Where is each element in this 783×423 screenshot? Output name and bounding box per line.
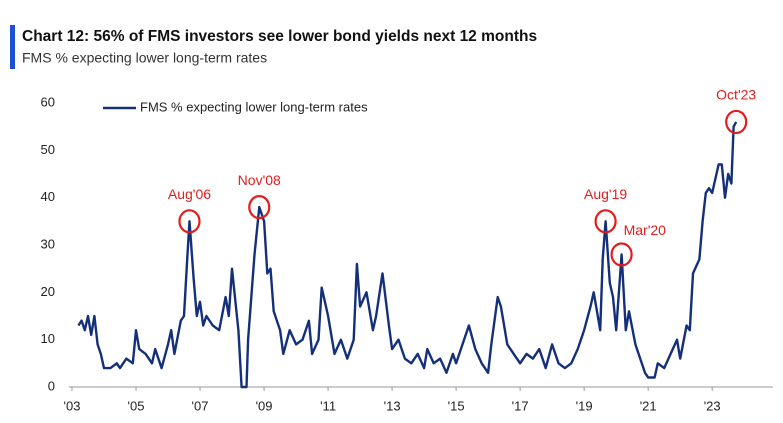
y-tick-label: 60 [41,94,55,109]
chart-subtitle: FMS % expecting lower long-term rates [22,50,267,66]
y-tick-label: 40 [41,189,55,204]
x-tick-label: '13 [384,398,401,413]
annotation-label: Oct'23 [716,87,756,103]
annotation-label: Nov'08 [238,172,281,188]
x-tick-label: '17 [512,398,529,413]
data-line [77,121,738,389]
x-tick-label: '21 [640,398,657,413]
annotation-circle [725,109,748,135]
y-tick-label: 50 [41,142,55,157]
x-tick-label: '05 [128,398,145,413]
x-tick-label: '09 [256,398,273,413]
title-accent [10,25,15,69]
y-tick-label: 0 [48,378,55,393]
y-tick-label: 20 [41,284,55,299]
chart-title: Chart 12: 56% of FMS investors see lower… [22,28,537,45]
x-tick-label: '03 [64,398,81,413]
x-tick-label: '19 [576,398,593,413]
x-tick-label: '11 [320,398,336,413]
x-tick-label: '07 [192,398,209,413]
annotation-circle [248,195,271,220]
annotation-circle [610,242,633,267]
annotation-circle [178,209,201,234]
x-tick-label: '23 [704,398,721,413]
x-tick-label: '15 [448,398,465,413]
annotation-label: Aug'19 [584,186,627,202]
annotation-label: Mar'20 [624,222,667,238]
legend-label: FMS % expecting lower long-term rates [140,99,368,114]
y-tick-label: 30 [41,236,55,251]
annotation-label: Aug'06 [168,186,211,202]
annotation-circle [594,209,617,234]
y-tick-label: 10 [41,331,55,346]
